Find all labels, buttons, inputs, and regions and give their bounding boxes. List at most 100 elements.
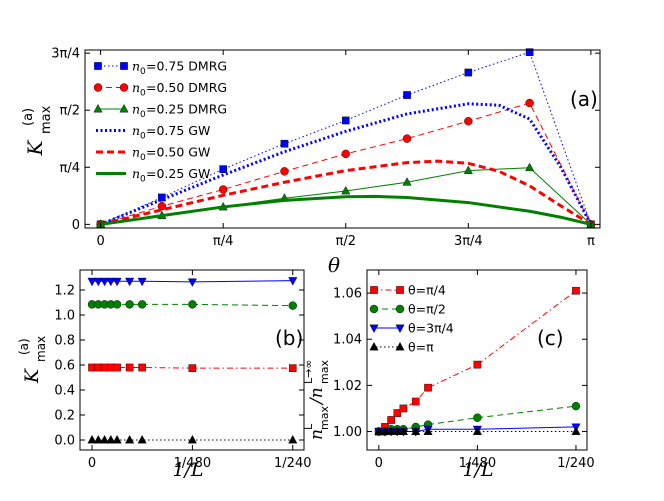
x-tick-label: π/2: [336, 234, 356, 249]
panel-a-xlabel: θ: [328, 253, 340, 277]
data-point: [93, 434, 103, 444]
legend-symbol: n: [132, 123, 140, 138]
series-line-0: [100, 51, 592, 225]
data-point: [472, 426, 482, 435]
data-point: [112, 300, 122, 309]
y-tick-label: 1.02: [333, 379, 362, 394]
data-point: [525, 98, 534, 108]
legend-symbol: n: [132, 102, 140, 117]
svg-text:K: K: [23, 139, 47, 156]
panel-a: (a) θ K max (a): [21, 87, 598, 277]
data-point: [387, 416, 395, 424]
data-point: [106, 434, 116, 444]
legend-label: =0.25 DMRG: [146, 102, 227, 117]
x-tick-label: π: [587, 234, 595, 249]
panel-a-tag: (a): [570, 87, 598, 111]
legend-entry-5: n 0 =0.25 GW: [96, 166, 210, 185]
data-point: [218, 185, 228, 194]
data-point: [473, 360, 482, 369]
legend-subscript: 0: [140, 89, 146, 99]
legend-entry-0: n 0 =0.75 DMRG: [94, 59, 227, 77]
data-point: [403, 91, 411, 99]
data-point: [463, 165, 473, 175]
data-point: [113, 363, 121, 372]
legend-entry-3: θ=π: [369, 340, 434, 355]
data-point: [137, 434, 147, 444]
data-point: [288, 364, 297, 372]
data-point: [571, 401, 581, 411]
legend-label: θ=π/2: [408, 302, 446, 317]
data-point: [288, 277, 298, 286]
legend-entry-1: n 0 =0.50 DMRG: [93, 80, 227, 99]
series-line-2: [92, 367, 293, 369]
data-point: [288, 301, 297, 310]
panel-c-xlabel: 1/L: [462, 459, 493, 481]
x-tick-label: 1/480: [459, 456, 496, 471]
data-point: [87, 277, 97, 287]
data-point: [112, 277, 122, 287]
legend-symbol: n: [132, 166, 140, 181]
data-point: [374, 426, 384, 435]
series-line-5: [100, 194, 592, 226]
data-point: [464, 116, 473, 126]
data-point: [380, 426, 390, 435]
legend-symbol: n: [132, 59, 140, 74]
y-tick-label: 1.00: [333, 425, 362, 440]
data-point: [402, 134, 412, 143]
data-point: [525, 162, 535, 172]
data-point: [341, 149, 350, 159]
data-point: [137, 277, 147, 287]
y-tick-label: 0.2: [54, 409, 75, 424]
data-point: [219, 165, 227, 173]
legend-marker: [119, 103, 129, 113]
data-point: [125, 363, 134, 372]
data-point: [393, 409, 402, 417]
legend-marker: [369, 304, 379, 314]
legend-marker: [120, 62, 128, 70]
legend-label: =0.75 GW: [146, 123, 210, 138]
data-point: [100, 277, 110, 287]
x-tick-label: π/4: [213, 234, 233, 249]
data-point: [402, 177, 412, 186]
data-point: [386, 426, 396, 435]
data-point: [188, 364, 197, 372]
panel-b: (b) 1/L K max (a): [17, 326, 303, 481]
data-point: [280, 139, 289, 148]
data-point: [288, 434, 298, 444]
y-tick-label: 0.0: [54, 434, 75, 449]
data-point: [423, 426, 433, 435]
svg-text:(a): (a): [21, 108, 36, 126]
data-point: [525, 48, 534, 56]
y-tick-label: 3π/4: [51, 47, 80, 62]
svg-text:/n: /n: [307, 387, 327, 406]
data-point: [341, 116, 350, 125]
legend-label: =0.75 DMRG: [146, 59, 227, 74]
y-tick-label: 0.4: [54, 384, 75, 399]
x-tick-label: 1/240: [274, 456, 311, 471]
y-tick-label: 1.0: [54, 309, 75, 324]
panel-a-ylabel: K max (a): [21, 105, 54, 156]
series-line-4: [100, 159, 592, 226]
axes-frame: [79, 269, 305, 451]
data-point: [93, 277, 103, 287]
data-point: [464, 68, 473, 77]
data-point: [106, 277, 116, 287]
legend-marker: [369, 324, 379, 334]
legend-marker: [369, 341, 379, 351]
panel-c-tag: (c): [537, 326, 564, 350]
series-line-3: [100, 102, 593, 226]
x-tick-label: 0: [96, 234, 104, 249]
x-tick-label: 3π/4: [454, 234, 483, 249]
panel-c: (c) 1/L n max L /n max L→∞: [302, 326, 564, 481]
plot-area-2: 0 1/480 1/240 1.00 1.02 1.04 1.06 θ=π/4 θ=π/2 θ=3…: [333, 269, 595, 471]
axes-frame: [84, 49, 601, 229]
legend-marker: [93, 103, 103, 113]
legend-entry-1: θ=π/2: [369, 302, 446, 317]
data-point: [87, 434, 97, 444]
data-point: [341, 185, 351, 195]
y-tick-label: 0.8: [54, 334, 75, 349]
svg-text:max: max: [318, 406, 331, 430]
legend-subscript: 0: [140, 132, 146, 142]
